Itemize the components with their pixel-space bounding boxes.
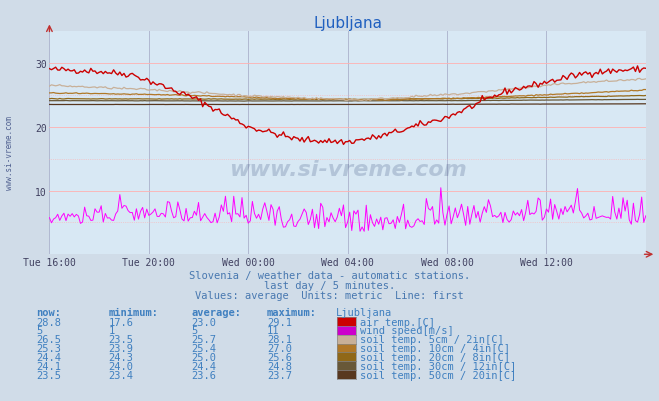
- Text: 26.5: 26.5: [36, 334, 61, 344]
- Text: 29.1: 29.1: [267, 317, 292, 327]
- Text: last day / 5 minutes.: last day / 5 minutes.: [264, 281, 395, 291]
- Text: 23.5: 23.5: [36, 370, 61, 380]
- Text: 24.3: 24.3: [109, 352, 134, 362]
- Text: 25.3: 25.3: [36, 343, 61, 353]
- Text: 5: 5: [36, 326, 42, 336]
- Text: soil temp. 50cm / 20in[C]: soil temp. 50cm / 20in[C]: [360, 370, 516, 380]
- Text: average:: average:: [191, 307, 241, 317]
- Text: soil temp. 10cm / 4in[C]: soil temp. 10cm / 4in[C]: [360, 343, 510, 353]
- Text: 23.0: 23.0: [191, 317, 216, 327]
- Text: 23.4: 23.4: [109, 370, 134, 380]
- Text: now:: now:: [36, 307, 61, 317]
- Text: Values: average  Units: metric  Line: first: Values: average Units: metric Line: firs…: [195, 291, 464, 301]
- Text: 24.8: 24.8: [267, 361, 292, 371]
- Text: www.si-vreme.com: www.si-vreme.com: [229, 160, 467, 180]
- Text: minimum:: minimum:: [109, 307, 159, 317]
- Text: 23.5: 23.5: [109, 334, 134, 344]
- Text: 23.6: 23.6: [191, 370, 216, 380]
- Text: soil temp. 20cm / 8in[C]: soil temp. 20cm / 8in[C]: [360, 352, 510, 362]
- Text: 1: 1: [109, 326, 115, 336]
- Text: soil temp. 5cm / 2in[C]: soil temp. 5cm / 2in[C]: [360, 334, 503, 344]
- Text: maximum:: maximum:: [267, 307, 317, 317]
- Text: Ljubljana: Ljubljana: [336, 307, 392, 317]
- Text: 11: 11: [267, 326, 279, 336]
- Text: 24.4: 24.4: [36, 352, 61, 362]
- Text: Slovenia / weather data - automatic stations.: Slovenia / weather data - automatic stat…: [189, 271, 470, 281]
- Text: 24.0: 24.0: [109, 361, 134, 371]
- Text: 24.1: 24.1: [36, 361, 61, 371]
- Text: 23.7: 23.7: [267, 370, 292, 380]
- Text: 25.4: 25.4: [191, 343, 216, 353]
- Text: wind speed[m/s]: wind speed[m/s]: [360, 326, 453, 336]
- Text: 28.8: 28.8: [36, 317, 61, 327]
- Text: 27.0: 27.0: [267, 343, 292, 353]
- Text: 24.4: 24.4: [191, 361, 216, 371]
- Text: www.si-vreme.com: www.si-vreme.com: [5, 115, 14, 189]
- Text: 5: 5: [191, 326, 197, 336]
- Text: air temp.[C]: air temp.[C]: [360, 317, 435, 327]
- Text: soil temp. 30cm / 12in[C]: soil temp. 30cm / 12in[C]: [360, 361, 516, 371]
- Text: 28.1: 28.1: [267, 334, 292, 344]
- Text: 17.6: 17.6: [109, 317, 134, 327]
- Title: Ljubljana: Ljubljana: [313, 16, 382, 31]
- Text: 25.6: 25.6: [267, 352, 292, 362]
- Text: 25.7: 25.7: [191, 334, 216, 344]
- Text: 23.9: 23.9: [109, 343, 134, 353]
- Text: 25.0: 25.0: [191, 352, 216, 362]
